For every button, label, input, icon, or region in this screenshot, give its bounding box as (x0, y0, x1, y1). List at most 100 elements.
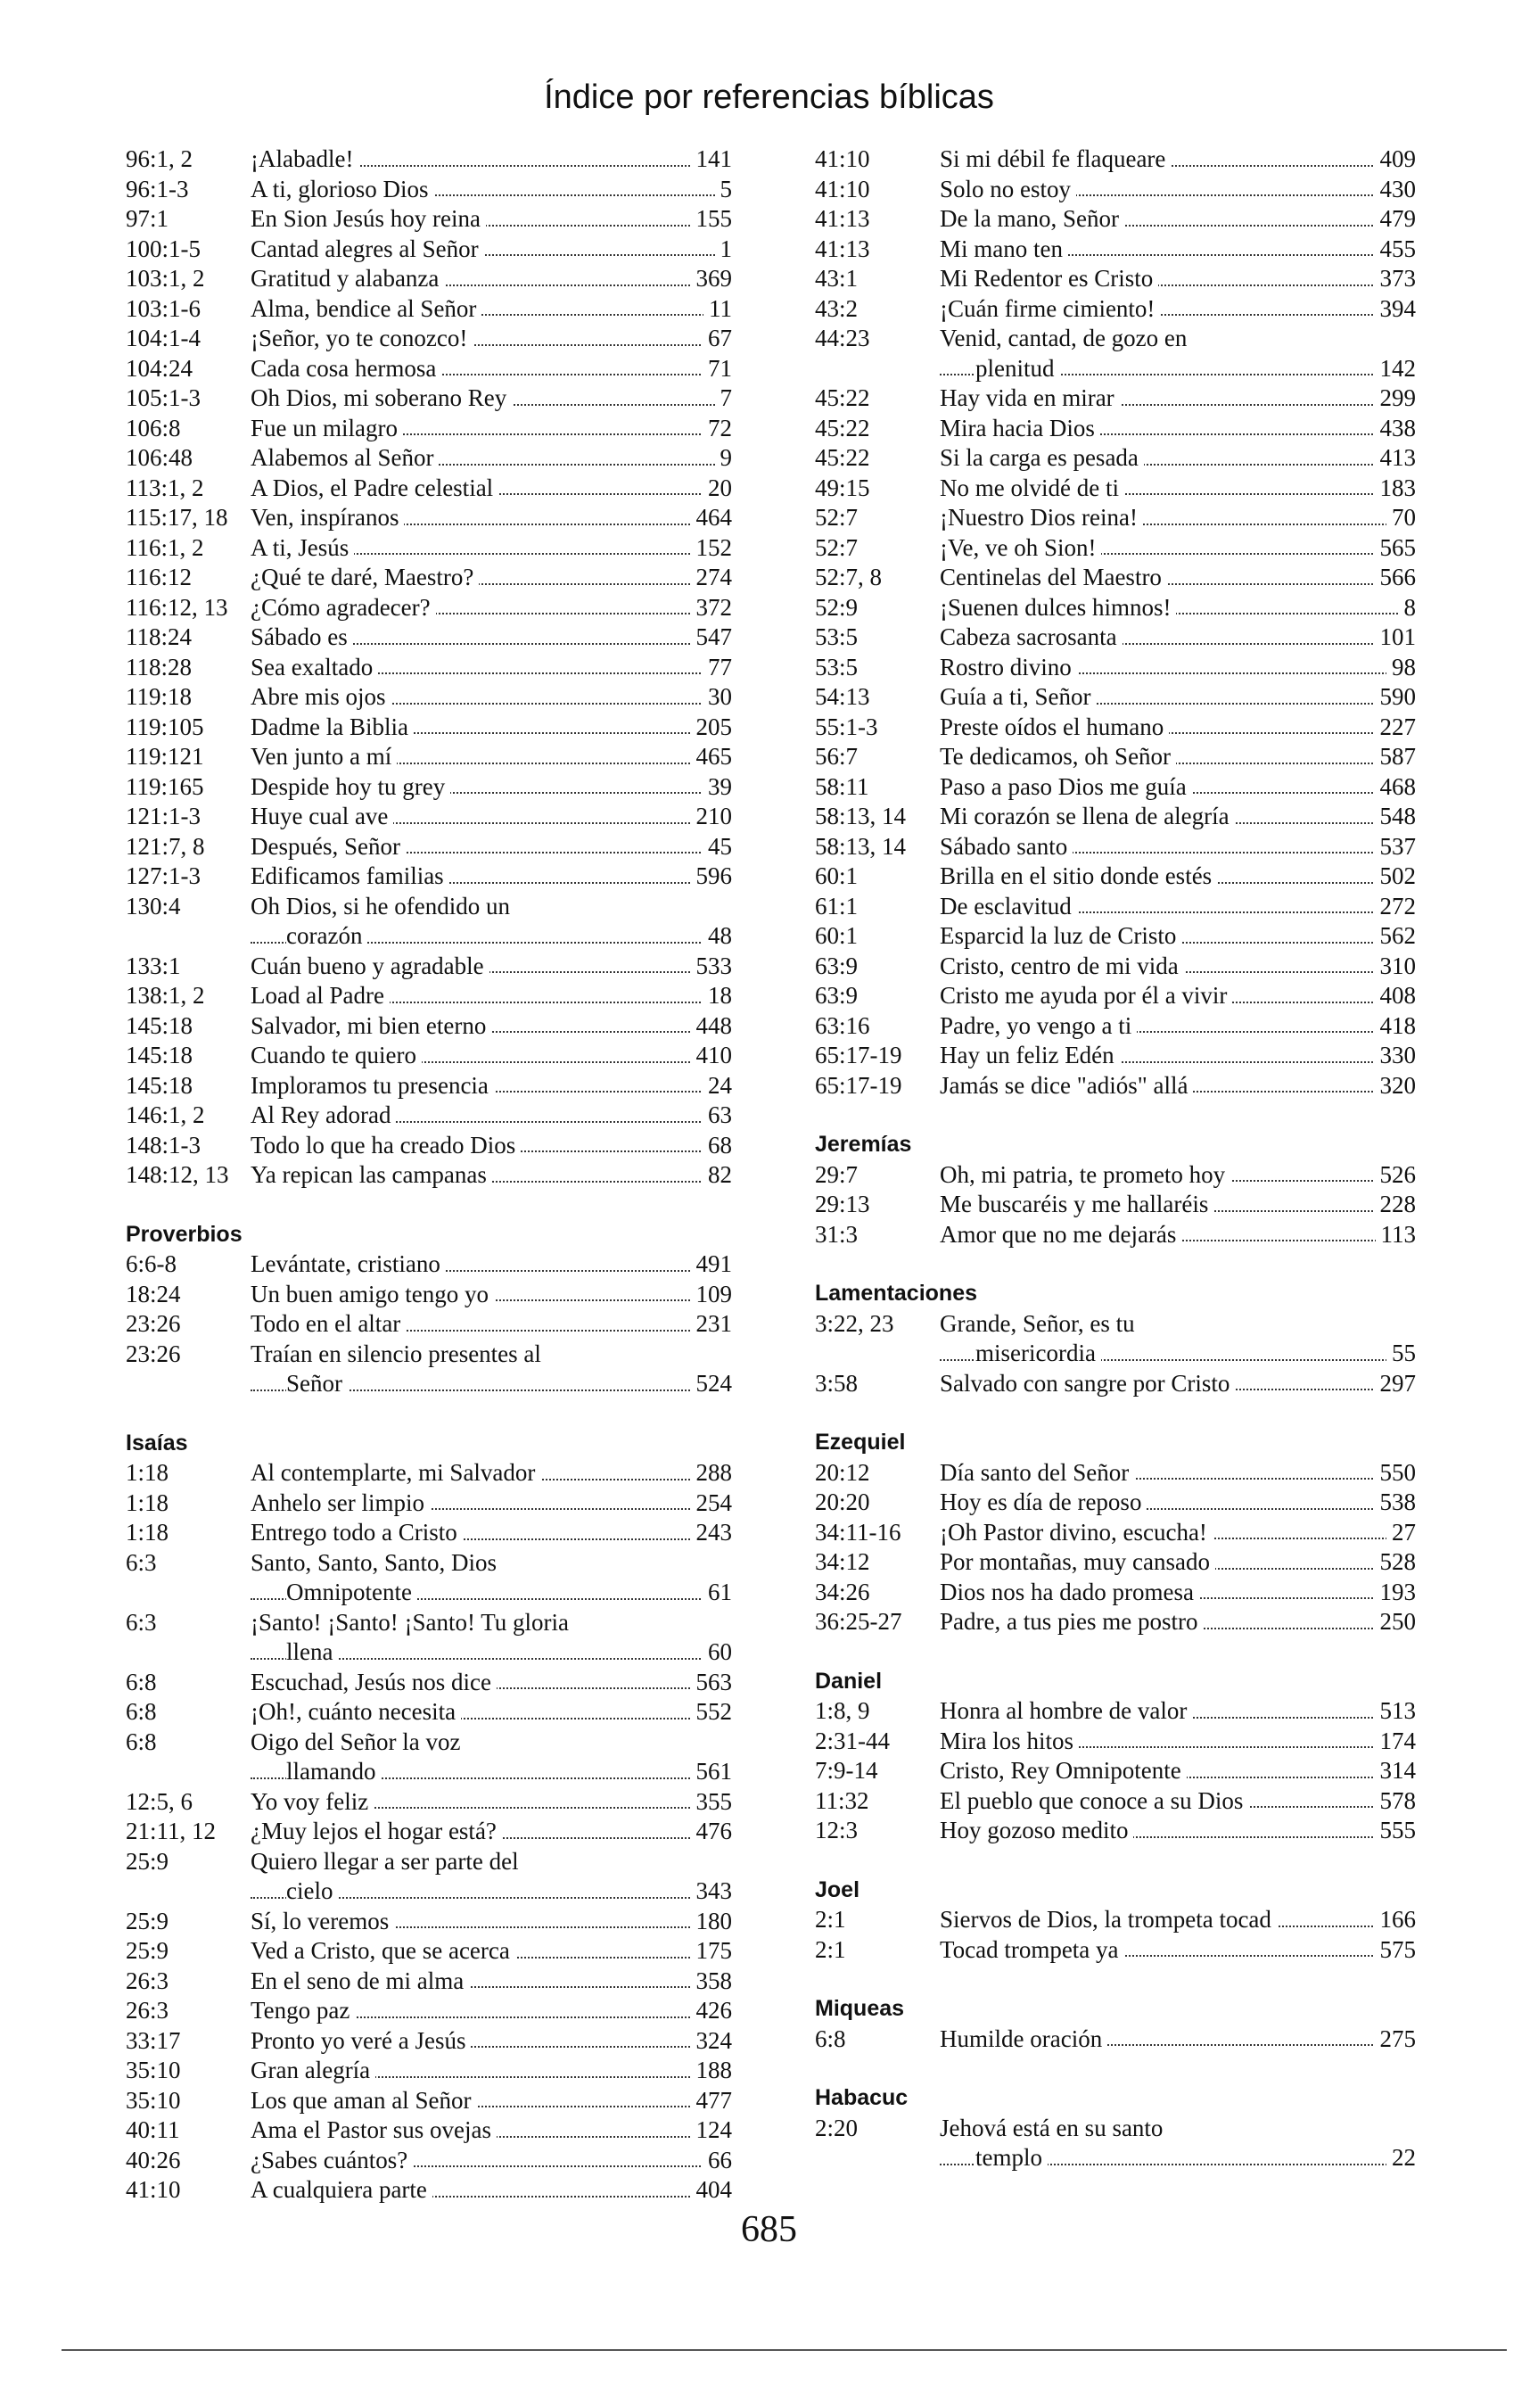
dot-leader (940, 1060, 1416, 1063)
hymn-number: 548 (1374, 802, 1416, 832)
index-entry: 35:10 Gran alegría 188 (126, 2056, 732, 2086)
index-entry: 41:10 Si mi débil fe flaqueare 409 (815, 144, 1416, 175)
entry-line: 119:18 Abre mis ojos 30 (126, 682, 732, 713)
hymn-title: ¡Ve, ve oh Sion! (940, 532, 1102, 563)
hymn-number: 72 (703, 413, 732, 443)
index-entry: 40:11 Ama el Pastor sus ovejas 124 (126, 2115, 732, 2146)
index-entry: 63:16 Padre, yo vengo a ti 418 (815, 1010, 1416, 1041)
entry-line: 34:26 Dios nos ha dado promesa 193 (815, 1577, 1416, 1607)
scripture-ref: 54:13 (815, 683, 870, 710)
hymn-number: 55 (1386, 1339, 1416, 1369)
index-entry: 115:17, 18 Ven, inspíranos 464 (126, 503, 732, 533)
entry-line: 29:7 Oh, mi patria, te prometo hoy 526 (815, 1159, 1416, 1190)
hymn-title: Alma, bendice al Señor (251, 293, 482, 324)
hymn-number: 358 (690, 1966, 732, 1996)
index-entry: 105:1-3 Oh Dios, mi soberano Rey 7 (126, 383, 732, 414)
dot-leader (940, 493, 1416, 495)
dot-leader (251, 1657, 732, 1660)
index-entry: 97:1 En Sion Jesús hoy reina 155 (126, 204, 732, 235)
entry-line: 18:24 Un buen amigo tengo yo 109 (126, 1279, 732, 1309)
entry-line: 116:12 ¿Qué te daré, Maestro? 274 (126, 563, 732, 593)
index-entry: 44:23 Venid, cantad, de gozo en plenitud 14… (815, 324, 1416, 383)
entry-line: 1:18 Al contemplarte, mi Salvador 288 (126, 1458, 732, 1489)
dot-leader (251, 463, 732, 466)
index-entry: 96:1, 2 ¡Alabadle! 141 (126, 144, 732, 175)
hymn-number: 155 (690, 204, 732, 235)
scripture-ref: 105:1-3 (126, 384, 201, 411)
dot-leader (251, 852, 732, 854)
scripture-ref: 20:20 (815, 1489, 870, 1515)
hymn-number: 479 (1374, 204, 1416, 235)
hymn-title: ¿Muy lejos el hogar está? (251, 1817, 502, 1847)
index-entry: 20:20 Hoy es día de reposo 538 (815, 1488, 1416, 1518)
hymn-title: Ved a Cristo, que se acerca (251, 1936, 515, 1967)
index-entry: 52:7 ¡Nuestro Dios reina! 70 (815, 503, 1416, 533)
scripture-ref: 35:10 (126, 2057, 181, 2083)
hymn-number: 410 (690, 1041, 732, 1071)
hymn-number: 101 (1374, 623, 1416, 653)
hymn-title: Centinelas del Maestro (940, 563, 1167, 593)
index-entry: 49:15 No me olvidé de ti 183 (815, 473, 1416, 503)
index-entry: 26:3 En el seno de mi alma 358 (126, 1966, 732, 1996)
dot-leader (251, 343, 732, 346)
entry-line: 52:7 ¡Nuestro Dios reina! 70 (815, 503, 1416, 533)
hymn-title: No me olvidé de ti (940, 473, 1124, 503)
hymn-title: Tengo paz (251, 1996, 356, 2026)
dot-leader (251, 941, 732, 944)
hymn-number: 550 (1374, 1457, 1416, 1488)
index-entry: 127:1-3 Edificamos familias 596 (126, 862, 732, 892)
index-entry: 23:26 Todo en el altar 231 (126, 1309, 732, 1340)
hymn-title: Mi Redentor es Cristo (940, 264, 1159, 294)
index-entry: 2:20 Jehová está en su santo templo 22 (815, 2113, 1416, 2173)
scripture-ref: 65:17-19 (815, 1042, 902, 1068)
dot-leader (940, 762, 1416, 764)
entry-line: 53:5 Cabeza sacrosanta 101 (815, 623, 1416, 653)
hymn-number: 210 (690, 802, 732, 832)
hymn-title: Día santo del Señor (940, 1457, 1135, 1488)
hymn-title: Esparcid la luz de Cristo (940, 921, 1182, 952)
entry-line: 104:24 Cada cosa hermosa 71 (126, 353, 732, 383)
hymn-number: 562 (1374, 921, 1416, 952)
hymn-number: 465 (690, 742, 732, 772)
scripture-ref: 63:9 (815, 952, 859, 979)
hymn-title: A Dios, el Padre celestial (251, 473, 499, 503)
scripture-ref: 40:26 (126, 2146, 181, 2173)
scripture-ref: 118:24 (126, 623, 192, 650)
scripture-ref: 6:8 (815, 2025, 846, 2052)
hymn-title: Me buscaréis y me hallaréis (940, 1190, 1214, 1220)
scripture-ref: 119:18 (126, 683, 192, 710)
hymn-title: Mi mano ten (940, 234, 1068, 264)
hymn-number: 24 (703, 1070, 732, 1101)
entry-line: 55:1-3 Preste oídos el humano 227 (815, 712, 1416, 742)
entry-line: 1:18 Entrego todo a Cristo 243 (126, 1518, 732, 1548)
index-entry: 58:13, 14 Sábado santo 537 (815, 831, 1416, 862)
index-entry: 29:13 Me buscaréis y me hallaréis 228 (815, 1190, 1416, 1220)
index-entry: 7:9-14 Cristo, Rey Omnipotente 314 (815, 1756, 1416, 1786)
entry-line: 20:12 Día santo del Señor 550 (815, 1457, 1416, 1488)
scripture-ref: 106:8 (126, 414, 181, 441)
hymn-title: Si mi débil fe flaqueare (940, 144, 1172, 175)
index-entry: 138:1, 2 Load al Padre 18 (126, 981, 732, 1011)
index-entry: 1:18 Anhelo ser limpio 254 (126, 1488, 732, 1518)
hymn-number: 63 (703, 1101, 732, 1131)
entry-line: 148:12, 13 Ya repican las campanas 82 (126, 1160, 732, 1191)
hymn-title: Gran alegría (251, 2056, 376, 2086)
dot-leader (251, 971, 732, 973)
hymn-number: 183 (1374, 473, 1416, 503)
hymn-title: Cristo, centro de mi vida (940, 951, 1184, 981)
entry-line: 54:13 Guía a ti, Señor 590 (815, 682, 1416, 713)
index-entry: 121:1-3 Huye cual ave 210 (126, 802, 732, 832)
scripture-ref: 41:10 (126, 2176, 181, 2203)
entry-line: templo 22 (815, 2143, 1416, 2173)
hymn-number: 27 (1386, 1517, 1416, 1547)
scripture-ref: 116:12, 13 (126, 593, 228, 621)
index-entry: 103:1, 2 Gratitud y alabanza 369 (126, 264, 732, 294)
index-entry: 12:3 Hoy gozoso medito 555 (815, 1816, 1416, 1846)
entry-line: 65:17-19 Jamás se dice "adiós" allá 320 (815, 1070, 1416, 1101)
index-entry: 6:8 Humilde oración 275 (815, 2024, 1416, 2054)
hymn-number: 314 (1374, 1756, 1416, 1786)
dot-leader (251, 762, 732, 764)
hymn-title: Oh Dios, mi soberano Rey (251, 383, 513, 414)
scripture-ref: 11:32 (815, 1786, 869, 1814)
entry-line: 2:1 Siervos de Dios, la trompeta tocad 166 (815, 1905, 1416, 1935)
